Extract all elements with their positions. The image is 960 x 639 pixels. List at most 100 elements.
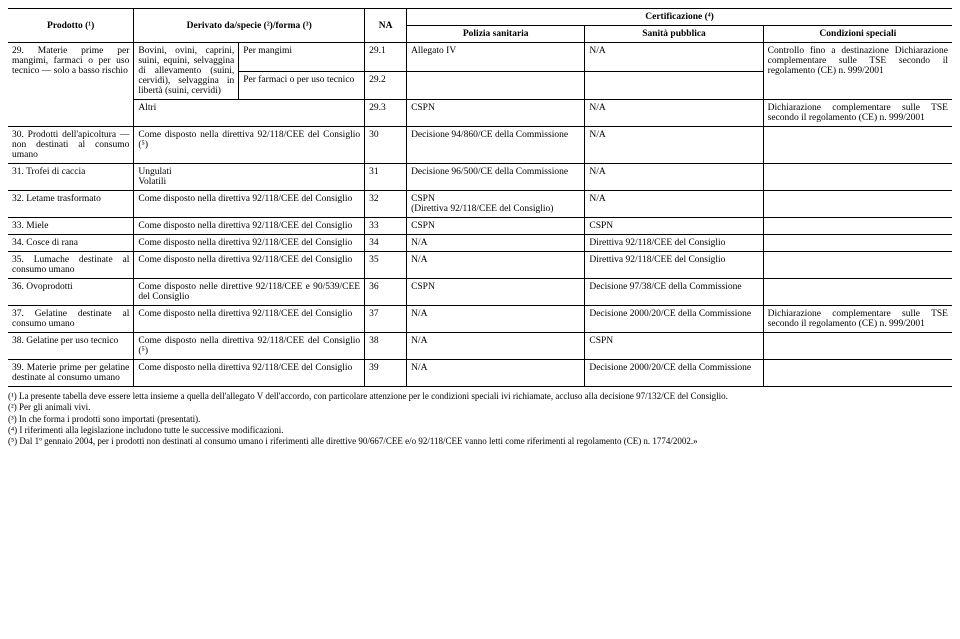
cell-condizioni [763, 279, 952, 306]
cell-na: 31 [365, 164, 407, 191]
cell-prodotto: 37. Gelatine destinate al consumo umano [8, 306, 134, 333]
cell-sanita: Decisione 2000/20/CE della Commissione [585, 306, 763, 333]
cell-sanita: Direttiva 92/118/CEE del Consiglio [585, 252, 763, 279]
cell-na: 29.3 [365, 100, 407, 127]
cell-forma: Per mangimi [239, 43, 365, 72]
certification-table: Prodotto (¹) Derivato da/specie (²)/form… [8, 8, 952, 387]
cell-sanita: N/A [585, 127, 763, 164]
cell-prodotto: 35. Lumache destinate al consumo umano [8, 252, 134, 279]
cell-polizia: Decisione 96/500/CE della Commissione [407, 164, 585, 191]
cell-prodotto: 31. Trofei di caccia [8, 164, 134, 191]
table-row: 30. Prodotti dell'apicoltura — non desti… [8, 127, 952, 164]
cell-forma: Per farmaci o per uso tecnico [239, 71, 365, 100]
cell-sanita: Decisione 2000/20/CE della Commissione [585, 360, 763, 387]
cell-condizioni: Controllo fino a destinazione Dichiarazi… [763, 43, 952, 100]
cell-na: 39 [365, 360, 407, 387]
cell-prodotto: 33. Miele [8, 218, 134, 235]
cell-prodotto: 36. Ovoprodotti [8, 279, 134, 306]
table-row: Altri 29.3 CSPN N/A Dichiarazione comple… [8, 100, 952, 127]
cell-sanita: N/A [585, 43, 763, 72]
cell-derivato: Ungulati Volatili [134, 164, 365, 191]
cell-derivato: Come disposto nella direttiva 92/118/CEE… [134, 333, 365, 360]
cell-sanita: N/A [585, 164, 763, 191]
cell-sanita: CSPN [585, 218, 763, 235]
footnote: (²) Per gli animali vivi. [8, 402, 952, 413]
cell-sanita: Direttiva 92/118/CEE del Consiglio [585, 235, 763, 252]
cell-condizioni: Dichiarazione complementare sulle TSE se… [763, 100, 952, 127]
cell-na: 29.1 [365, 43, 407, 72]
cell-condizioni [763, 333, 952, 360]
cell-condizioni [763, 360, 952, 387]
cell-specie: Altri [134, 100, 365, 127]
table-row: 34. Cosce di rana Come disposto nella di… [8, 235, 952, 252]
col-na: NA [365, 9, 407, 43]
cell-prodotto: 30. Prodotti dell'apicoltura — non desti… [8, 127, 134, 164]
cell-derivato: Come disposto nelle direttive 92/118/CEE… [134, 279, 365, 306]
table-header-row: Prodotto (¹) Derivato da/specie (²)/form… [8, 9, 952, 26]
table-row: 35. Lumache destinate al consumo umano C… [8, 252, 952, 279]
cell-na: 29.2 [365, 71, 407, 100]
cell-derivato: Come disposto nella direttiva 92/118/CEE… [134, 191, 365, 218]
table-row: 29. Materie prime per mangimi, farmaci o… [8, 43, 952, 72]
cell-sanita: Decisione 97/38/CE della Commissione [585, 279, 763, 306]
cell-na: 30 [365, 127, 407, 164]
cell-polizia: N/A [407, 333, 585, 360]
cell-derivato: Come disposto nella direttiva 92/118/CEE… [134, 235, 365, 252]
cell-prodotto: 29. Materie prime per mangimi, farmaci o… [8, 43, 134, 127]
table-row: 33. Miele Come disposto nella direttiva … [8, 218, 952, 235]
cell-polizia [407, 71, 585, 100]
table-row: 31. Trofei di caccia Ungulati Volatili 3… [8, 164, 952, 191]
cell-condizioni: Dichiarazione complementare sulle TSE se… [763, 306, 952, 333]
table-row: 32. Letame trasformato Come disposto nel… [8, 191, 952, 218]
cell-prodotto: 38. Gelatine per uso tecnico [8, 333, 134, 360]
cell-na: 35 [365, 252, 407, 279]
cell-polizia: Decisione 94/860/CE della Commissione [407, 127, 585, 164]
cell-prodotto: 32. Letame trasformato [8, 191, 134, 218]
footnote: (³) In che forma i prodotti sono importa… [8, 414, 952, 425]
cell-polizia: N/A [407, 360, 585, 387]
col-certificazione: Certificazione (⁴) [407, 9, 952, 26]
cell-na: 38 [365, 333, 407, 360]
cell-derivato: Come disposto nella direttiva 92/118/CEE… [134, 218, 365, 235]
cell-condizioni [763, 164, 952, 191]
cell-condizioni [763, 127, 952, 164]
cell-polizia: N/A [407, 306, 585, 333]
cell-polizia: CSPN [407, 100, 585, 127]
col-sanita: Sanità pubblica [585, 26, 763, 43]
cell-polizia: CSPN (Direttiva 92/118/CEE del Consiglio… [407, 191, 585, 218]
cell-polizia: Allegato IV [407, 43, 585, 72]
table-row: 38. Gelatine per uso tecnico Come dispos… [8, 333, 952, 360]
footnotes: (¹) La presente tabella deve essere lett… [8, 391, 952, 447]
cell-derivato: Come disposto nella direttiva 92/118/CEE… [134, 252, 365, 279]
cell-polizia: CSPN [407, 279, 585, 306]
footnote: (⁴) I riferimenti alla legislazione incl… [8, 425, 952, 436]
cell-condizioni [763, 235, 952, 252]
cell-condizioni [763, 252, 952, 279]
cell-na: 32 [365, 191, 407, 218]
table-row: 37. Gelatine destinate al consumo umano … [8, 306, 952, 333]
cell-prodotto: 39. Materie prime per gelatine destinate… [8, 360, 134, 387]
cell-sanita: N/A [585, 100, 763, 127]
cell-polizia: N/A [407, 235, 585, 252]
cell-condizioni [763, 218, 952, 235]
cell-specie: Bovini, ovini, caprini, suini, equini, s… [134, 43, 239, 100]
cell-na: 33 [365, 218, 407, 235]
footnote: (¹) La presente tabella deve essere lett… [8, 391, 952, 402]
cell-sanita: CSPN [585, 333, 763, 360]
col-condizioni: Condizioni speciali [763, 26, 952, 43]
cell-derivato: Come disposto nella direttiva 92/118/CEE… [134, 127, 365, 164]
table-row: 39. Materie prime per gelatine destinate… [8, 360, 952, 387]
cell-sanita: N/A [585, 191, 763, 218]
col-prodotto: Prodotto (¹) [8, 9, 134, 43]
table-row: 36. Ovoprodotti Come disposto nelle dire… [8, 279, 952, 306]
cell-polizia: CSPN [407, 218, 585, 235]
cell-condizioni [763, 191, 952, 218]
footnote: (⁵) Dal 1º gennaio 2004, per i prodotti … [8, 436, 952, 447]
cell-prodotto: 34. Cosce di rana [8, 235, 134, 252]
cell-derivato: Come disposto nella direttiva 92/118/CEE… [134, 360, 365, 387]
col-polizia: Polizia sanitaria [407, 26, 585, 43]
col-derivato: Derivato da/specie (²)/forma (³) [134, 9, 365, 43]
cell-na: 37 [365, 306, 407, 333]
cell-na: 34 [365, 235, 407, 252]
cell-polizia: N/A [407, 252, 585, 279]
